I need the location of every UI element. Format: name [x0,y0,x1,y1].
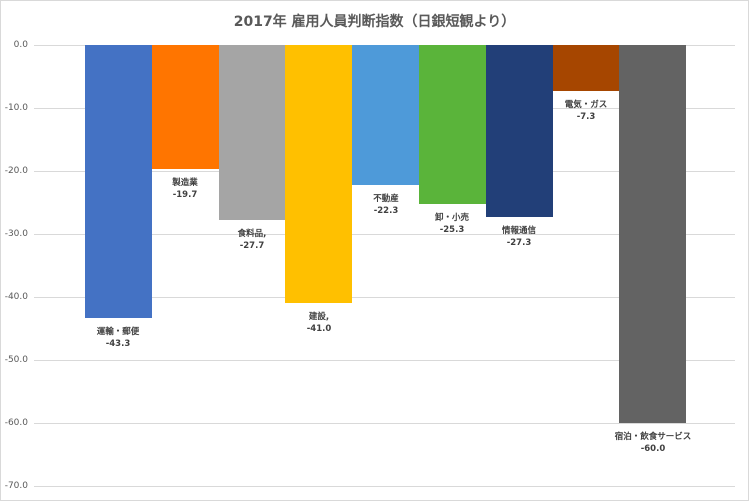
gridline [34,360,735,361]
bar [352,45,419,185]
data-label-category: 不動産 [373,194,399,204]
y-tick-label: 0.0 [13,40,28,50]
data-label-value: -43.3 [105,339,131,349]
bar [285,45,352,303]
y-tick-label: -20.0 [4,166,28,176]
bar [553,45,619,91]
data-label-value: -27.3 [506,238,532,248]
data-label-value: -27.7 [239,241,265,251]
y-tick-label: -40.0 [4,292,28,302]
bar [152,45,219,169]
data-label: 建設, -41.0 [307,311,332,335]
data-label-category: 電気・ガス [564,100,608,110]
data-label: 製造業 -19.7 [172,177,198,201]
data-label: 電気・ガス -7.3 [565,99,608,123]
data-label-category: 建設, [308,312,330,322]
data-label-value: -41.0 [306,324,332,334]
data-label-value: -19.7 [172,190,198,200]
y-tick-label: -50.0 [4,355,28,365]
data-label-category: 運輸・郵便 [96,327,140,337]
bar [419,45,486,204]
y-tick-label: -60.0 [4,418,28,428]
gridline [34,234,735,235]
gridline [34,423,735,424]
data-label: 運輸・郵便 -43.3 [97,326,140,350]
bar [219,45,285,220]
data-label-value: -7.3 [576,112,596,122]
data-label-category: 製造業 [172,178,198,188]
bar [619,45,686,423]
data-label-category: 宿泊・飲食サービス [614,432,692,442]
data-label: 卸・小売 -25.3 [435,212,469,236]
data-label: 食料品, -27.7 [238,228,267,252]
y-tick-label: -10.0 [4,103,28,113]
data-label-value: -22.3 [373,206,399,216]
gridline [34,297,735,298]
bar [85,45,152,318]
data-label-category: 情報通信 [501,226,537,236]
y-tick-label: -70.0 [4,481,28,491]
data-label-category: 卸・小売 [434,213,470,223]
chart-title: 2017年 雇用人員判断指数（日銀短観より） [233,14,516,30]
data-label-value: -25.3 [439,225,465,235]
data-label-category: 食料品, [237,229,267,239]
bar [486,45,553,217]
data-label-value: -60.0 [640,444,666,454]
y-tick-label: -30.0 [4,229,28,239]
gridline [34,486,735,487]
data-label: 情報通信 -27.3 [502,225,536,249]
data-label: 不動産 -22.3 [373,193,399,217]
data-label: 宿泊・飲食サービス -60.0 [615,431,692,455]
